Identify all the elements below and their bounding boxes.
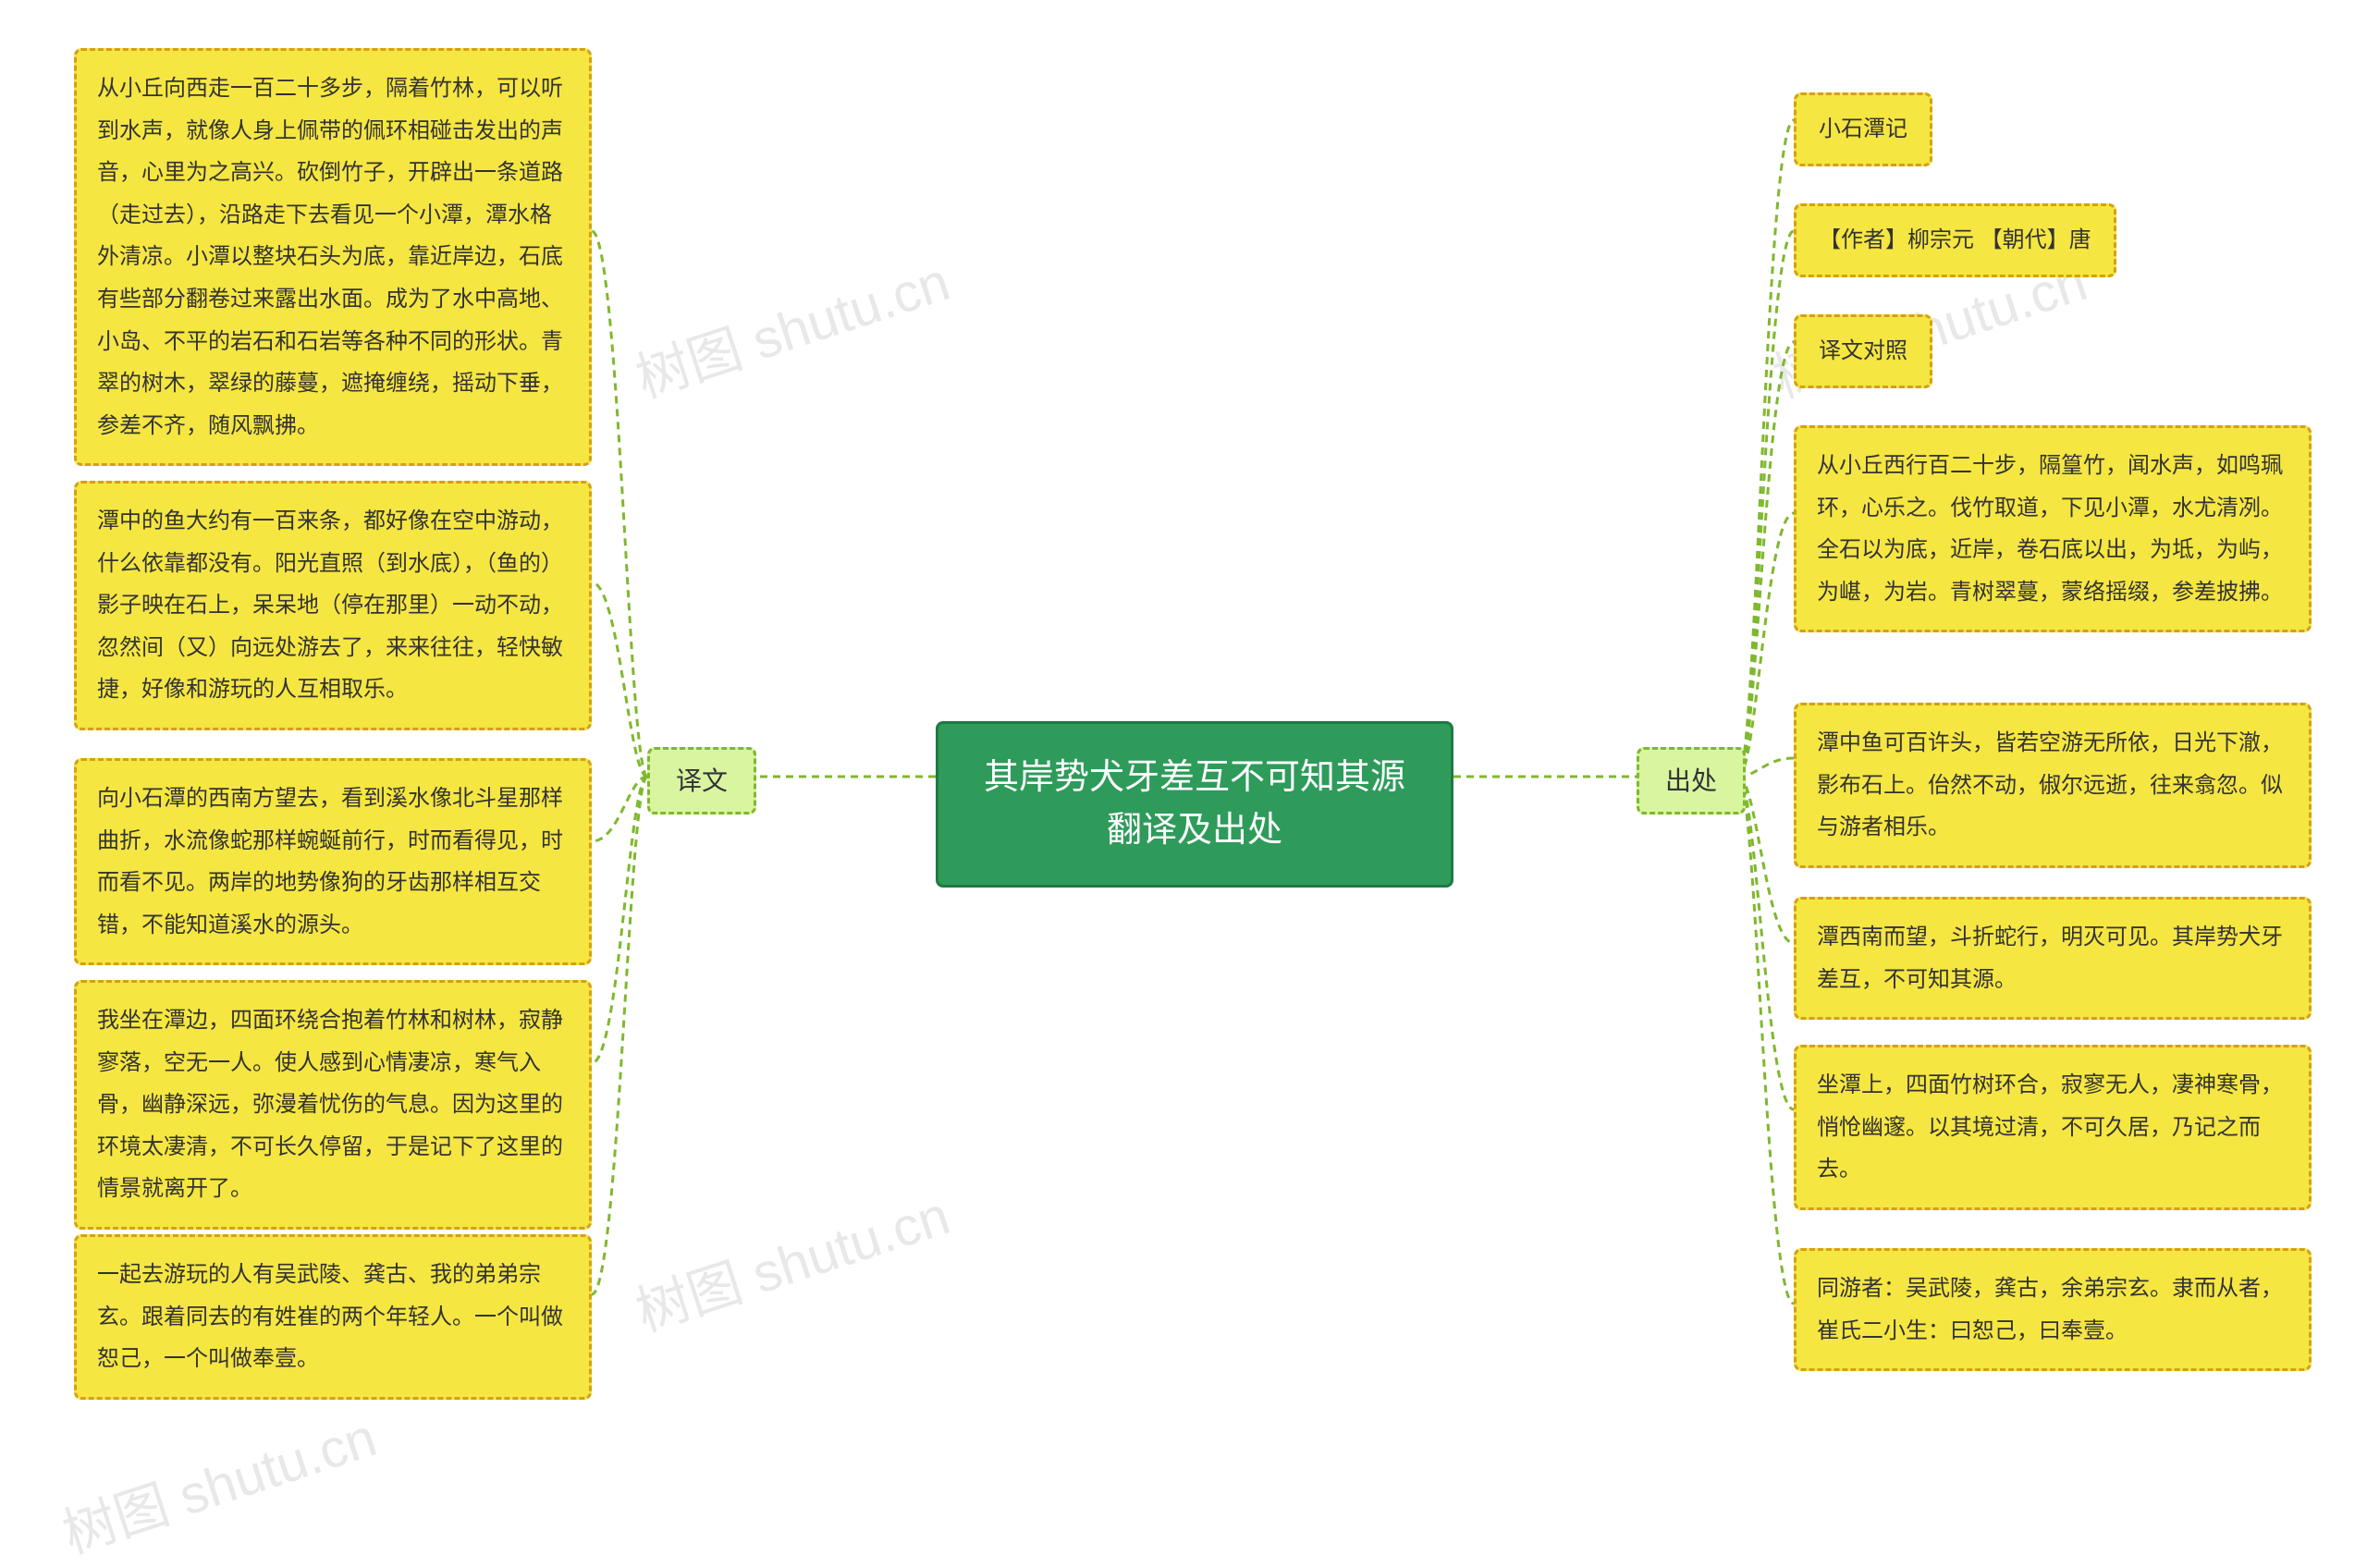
left-leaf-1: 潭中的鱼大约有一百来条，都好像在空中游动，什么依靠都没有。阳光直照（到水底），（…	[74, 481, 592, 730]
right-leaf-1: 【作者】柳宗元 【朝代】唐	[1794, 203, 2116, 277]
right-leaf-0: 小石潭记	[1794, 92, 1932, 166]
right-leaf-7: 同游者：吴武陵，龚古，余弟宗玄。隶而从者，崔氏二小生：曰恕己，曰奉壹。	[1794, 1248, 2312, 1371]
right-leaf-4: 潭中鱼可百许头，皆若空游无所依，日光下澈，影布石上。佁然不动，俶尔远逝，往来翕忽…	[1794, 703, 2312, 868]
left-leaf-4: 一起去游玩的人有吴武陵、龚古、我的弟弟宗玄。跟着同去的有姓崔的两个年轻人。一个叫…	[74, 1234, 592, 1400]
mindmap-container: 其岸势犬牙差互不可知其源翻译及出处 译文 出处 从小丘向西走一百二十多步，隔着竹…	[0, 0, 2367, 1554]
right-leaf-3: 从小丘西行百二十步，隔篁竹，闻水声，如鸣珮环，心乐之。伐竹取道，下见小潭，水尤清…	[1794, 425, 2312, 632]
left-leaf-3: 我坐在潭边，四面环绕合抱着竹林和树林，寂静寥落，空无一人。使人感到心情凄凉，寒气…	[74, 980, 592, 1230]
left-leaf-2: 向小石潭的西南方望去，看到溪水像北斗星那样曲折，水流像蛇那样蜿蜒前行，时而看得见…	[74, 758, 592, 965]
left-leaf-0: 从小丘向西走一百二十多步，隔着竹林，可以听到水声，就像人身上佩带的佩环相碰击发出…	[74, 48, 592, 466]
branch-left: 译文	[647, 747, 756, 815]
branch-right: 出处	[1637, 747, 1746, 815]
right-leaf-2: 译文对照	[1794, 314, 1932, 388]
right-leaf-6: 坐潭上，四面竹树环合，寂寥无人，凄神寒骨，悄怆幽邃。以其境过清，不可久居，乃记之…	[1794, 1045, 2312, 1210]
center-node: 其岸势犬牙差互不可知其源翻译及出处	[936, 721, 1453, 888]
right-leaf-5: 潭西南而望，斗折蛇行，明灭可见。其岸势犬牙差互，不可知其源。	[1794, 897, 2312, 1020]
